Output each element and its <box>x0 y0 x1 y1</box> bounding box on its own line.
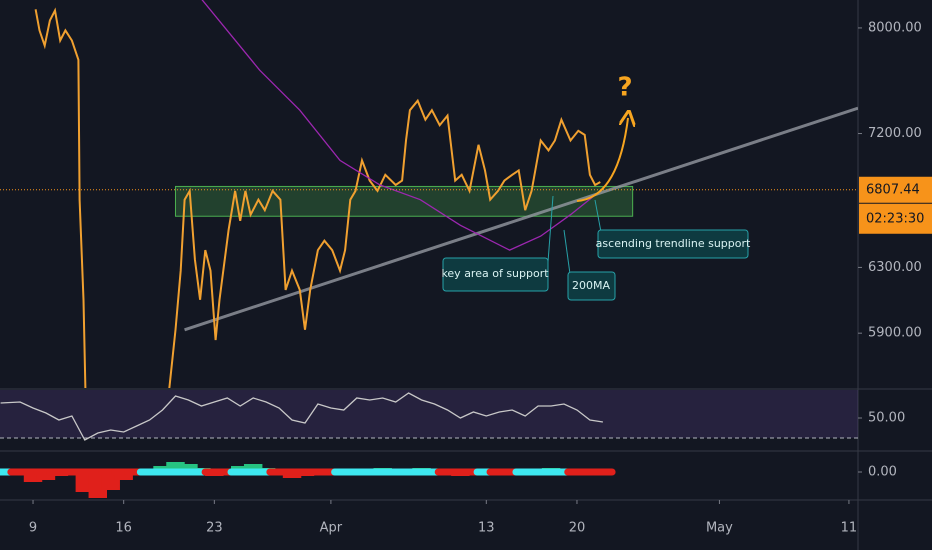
callout-line <box>563 229 571 275</box>
momentum-pane <box>0 462 616 498</box>
last-price-box <box>859 176 932 203</box>
rsi-band <box>0 390 858 438</box>
question-mark: ? <box>617 73 632 103</box>
x-tick-label: May <box>706 521 733 536</box>
series-line <box>0 392 603 441</box>
y-tick-label: 5900.00 <box>868 326 922 341</box>
countdown-box <box>859 203 932 234</box>
callout-line <box>594 199 602 233</box>
callout-line <box>547 195 554 263</box>
series-line <box>34 7 601 388</box>
rsi-pane <box>0 392 858 441</box>
callout-text: key area of support <box>441 267 549 280</box>
countdown-label: 02:23:30 <box>866 211 924 226</box>
x-tick-label: 9 <box>29 521 37 536</box>
momentum-bar <box>179 464 198 472</box>
y-tick-label: 7200.00 <box>868 126 922 141</box>
y-tick-label: 50.00 <box>868 411 905 426</box>
momentum-bar <box>36 472 56 480</box>
last-price-label: 6807.44 <box>866 182 920 197</box>
y-tick-label: 0.00 <box>868 465 897 480</box>
x-tick-label: 23 <box>206 521 223 536</box>
x-tick-label: 16 <box>115 521 132 536</box>
x-tick-label: 20 <box>569 521 586 536</box>
axes: 8000.00 7200.00 6300.00 5900.00 6807.44 02:23… <box>29 20 932 536</box>
momentum-bar <box>23 472 43 482</box>
y-tick-label: 6300.00 <box>868 260 922 275</box>
callout-text: 200MA <box>572 279 610 292</box>
momentum-bar <box>114 472 133 480</box>
momentum-bar <box>243 464 263 472</box>
trendline <box>184 106 858 332</box>
callout-box <box>567 271 616 301</box>
projection-arrow <box>576 118 628 202</box>
x-tick-label: Apr <box>320 521 343 536</box>
x-tick-label: 11 <box>841 521 858 536</box>
callout-box <box>442 257 549 292</box>
y-tick-label: 8000.00 <box>868 20 922 35</box>
x-tick-label: 13 <box>478 521 495 536</box>
momentum-bar <box>166 462 185 472</box>
callout-box <box>597 229 749 259</box>
callout-text: ascending trendline support <box>596 237 751 250</box>
